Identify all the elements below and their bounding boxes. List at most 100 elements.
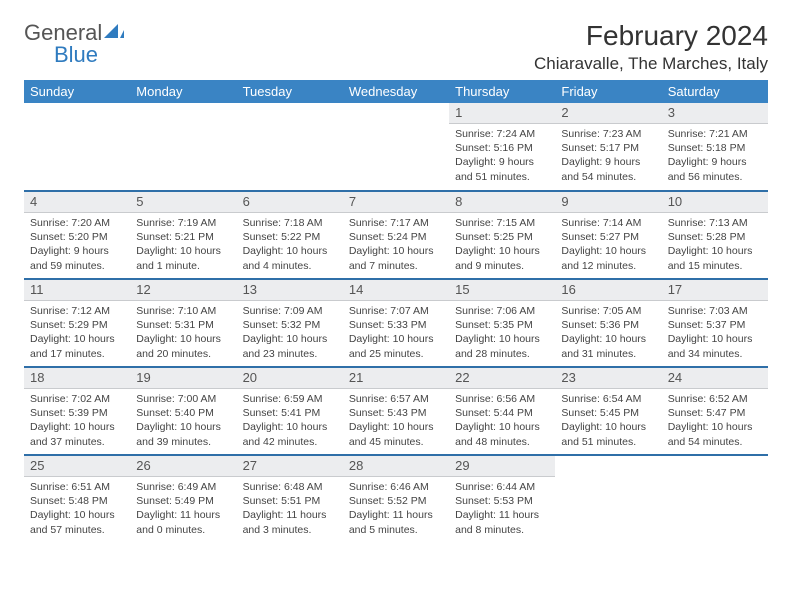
day-details: Sunrise: 7:03 AMSunset: 5:37 PMDaylight:… (662, 301, 768, 365)
calendar-day-cell: 27Sunrise: 6:48 AMSunset: 5:51 PMDayligh… (237, 455, 343, 543)
calendar-day-cell: 29Sunrise: 6:44 AMSunset: 5:53 PMDayligh… (449, 455, 555, 543)
calendar-day-cell: 20Sunrise: 6:59 AMSunset: 5:41 PMDayligh… (237, 367, 343, 455)
day-details: Sunrise: 7:13 AMSunset: 5:28 PMDaylight:… (662, 213, 768, 277)
day-number: 18 (24, 368, 130, 389)
calendar-empty-cell (237, 103, 343, 191)
day-details: Sunrise: 6:57 AMSunset: 5:43 PMDaylight:… (343, 389, 449, 453)
calendar-day-cell: 3Sunrise: 7:21 AMSunset: 5:18 PMDaylight… (662, 103, 768, 191)
calendar-week-row: 1Sunrise: 7:24 AMSunset: 5:16 PMDaylight… (24, 103, 768, 191)
calendar-week-row: 25Sunrise: 6:51 AMSunset: 5:48 PMDayligh… (24, 455, 768, 543)
day-details: Sunrise: 7:17 AMSunset: 5:24 PMDaylight:… (343, 213, 449, 277)
calendar-day-cell: 7Sunrise: 7:17 AMSunset: 5:24 PMDaylight… (343, 191, 449, 279)
day-details: Sunrise: 7:12 AMSunset: 5:29 PMDaylight:… (24, 301, 130, 365)
calendar-day-cell: 18Sunrise: 7:02 AMSunset: 5:39 PMDayligh… (24, 367, 130, 455)
day-number: 1 (449, 103, 555, 124)
day-number: 20 (237, 368, 343, 389)
day-number: 16 (555, 280, 661, 301)
day-number: 13 (237, 280, 343, 301)
day-number: 14 (343, 280, 449, 301)
calendar-week-row: 18Sunrise: 7:02 AMSunset: 5:39 PMDayligh… (24, 367, 768, 455)
day-details: Sunrise: 7:21 AMSunset: 5:18 PMDaylight:… (662, 124, 768, 188)
brand-blue: Blue (54, 42, 98, 67)
weekday-header: Monday (130, 80, 236, 103)
calendar-day-cell: 5Sunrise: 7:19 AMSunset: 5:21 PMDaylight… (130, 191, 236, 279)
weekday-header: Friday (555, 80, 661, 103)
calendar-day-cell: 6Sunrise: 7:18 AMSunset: 5:22 PMDaylight… (237, 191, 343, 279)
calendar-empty-cell (24, 103, 130, 191)
day-details: Sunrise: 7:20 AMSunset: 5:20 PMDaylight:… (24, 213, 130, 277)
day-details: Sunrise: 6:51 AMSunset: 5:48 PMDaylight:… (24, 477, 130, 541)
day-details: Sunrise: 7:15 AMSunset: 5:25 PMDaylight:… (449, 213, 555, 277)
day-details: Sunrise: 7:19 AMSunset: 5:21 PMDaylight:… (130, 213, 236, 277)
day-details: Sunrise: 7:10 AMSunset: 5:31 PMDaylight:… (130, 301, 236, 365)
day-details: Sunrise: 7:18 AMSunset: 5:22 PMDaylight:… (237, 213, 343, 277)
day-number: 9 (555, 192, 661, 213)
day-number: 26 (130, 456, 236, 477)
calendar-day-cell: 23Sunrise: 6:54 AMSunset: 5:45 PMDayligh… (555, 367, 661, 455)
day-number: 12 (130, 280, 236, 301)
calendar-body: 1Sunrise: 7:24 AMSunset: 5:16 PMDaylight… (24, 103, 768, 543)
weekday-header: Wednesday (343, 80, 449, 103)
calendar-day-cell: 2Sunrise: 7:23 AMSunset: 5:17 PMDaylight… (555, 103, 661, 191)
day-number: 10 (662, 192, 768, 213)
calendar-day-cell: 24Sunrise: 6:52 AMSunset: 5:47 PMDayligh… (662, 367, 768, 455)
day-number: 24 (662, 368, 768, 389)
calendar-table: SundayMondayTuesdayWednesdayThursdayFrid… (24, 80, 768, 543)
day-number: 22 (449, 368, 555, 389)
day-number: 11 (24, 280, 130, 301)
day-details: Sunrise: 6:56 AMSunset: 5:44 PMDaylight:… (449, 389, 555, 453)
day-details: Sunrise: 6:52 AMSunset: 5:47 PMDaylight:… (662, 389, 768, 453)
day-number: 4 (24, 192, 130, 213)
day-details: Sunrise: 6:49 AMSunset: 5:49 PMDaylight:… (130, 477, 236, 541)
calendar-day-cell: 15Sunrise: 7:06 AMSunset: 5:35 PMDayligh… (449, 279, 555, 367)
weekday-header: Saturday (662, 80, 768, 103)
day-number: 7 (343, 192, 449, 213)
calendar-week-row: 4Sunrise: 7:20 AMSunset: 5:20 PMDaylight… (24, 191, 768, 279)
day-number: 17 (662, 280, 768, 301)
day-number: 19 (130, 368, 236, 389)
calendar-day-cell: 8Sunrise: 7:15 AMSunset: 5:25 PMDaylight… (449, 191, 555, 279)
calendar-day-cell: 14Sunrise: 7:07 AMSunset: 5:33 PMDayligh… (343, 279, 449, 367)
calendar-week-row: 11Sunrise: 7:12 AMSunset: 5:29 PMDayligh… (24, 279, 768, 367)
calendar-day-cell: 12Sunrise: 7:10 AMSunset: 5:31 PMDayligh… (130, 279, 236, 367)
calendar-day-cell: 9Sunrise: 7:14 AMSunset: 5:27 PMDaylight… (555, 191, 661, 279)
calendar-header-row: SundayMondayTuesdayWednesdayThursdayFrid… (24, 80, 768, 103)
day-number: 5 (130, 192, 236, 213)
calendar-day-cell: 1Sunrise: 7:24 AMSunset: 5:16 PMDaylight… (449, 103, 555, 191)
day-details: Sunrise: 7:09 AMSunset: 5:32 PMDaylight:… (237, 301, 343, 365)
day-details: Sunrise: 6:44 AMSunset: 5:53 PMDaylight:… (449, 477, 555, 541)
day-number: 23 (555, 368, 661, 389)
day-details: Sunrise: 7:24 AMSunset: 5:16 PMDaylight:… (449, 124, 555, 188)
header: General Blue February 2024 Chiaravalle, … (24, 20, 768, 74)
calendar-day-cell: 17Sunrise: 7:03 AMSunset: 5:37 PMDayligh… (662, 279, 768, 367)
month-title: February 2024 (534, 20, 768, 52)
day-details: Sunrise: 6:59 AMSunset: 5:41 PMDaylight:… (237, 389, 343, 453)
calendar-day-cell: 16Sunrise: 7:05 AMSunset: 5:36 PMDayligh… (555, 279, 661, 367)
calendar-day-cell: 21Sunrise: 6:57 AMSunset: 5:43 PMDayligh… (343, 367, 449, 455)
day-number: 3 (662, 103, 768, 124)
day-details: Sunrise: 7:14 AMSunset: 5:27 PMDaylight:… (555, 213, 661, 277)
calendar-day-cell: 26Sunrise: 6:49 AMSunset: 5:49 PMDayligh… (130, 455, 236, 543)
weekday-header: Sunday (24, 80, 130, 103)
day-number: 8 (449, 192, 555, 213)
weekday-header: Tuesday (237, 80, 343, 103)
day-details: Sunrise: 7:07 AMSunset: 5:33 PMDaylight:… (343, 301, 449, 365)
brand-logo: General Blue (24, 20, 124, 72)
day-details: Sunrise: 7:06 AMSunset: 5:35 PMDaylight:… (449, 301, 555, 365)
calendar-day-cell: 4Sunrise: 7:20 AMSunset: 5:20 PMDaylight… (24, 191, 130, 279)
day-number: 28 (343, 456, 449, 477)
day-number: 21 (343, 368, 449, 389)
titles: February 2024 Chiaravalle, The Marches, … (534, 20, 768, 74)
sail-icon (104, 24, 124, 45)
calendar-day-cell: 13Sunrise: 7:09 AMSunset: 5:32 PMDayligh… (237, 279, 343, 367)
day-details: Sunrise: 6:48 AMSunset: 5:51 PMDaylight:… (237, 477, 343, 541)
day-number: 2 (555, 103, 661, 124)
calendar-empty-cell (662, 455, 768, 543)
calendar-empty-cell (555, 455, 661, 543)
day-details: Sunrise: 6:46 AMSunset: 5:52 PMDaylight:… (343, 477, 449, 541)
day-number: 29 (449, 456, 555, 477)
calendar-day-cell: 25Sunrise: 6:51 AMSunset: 5:48 PMDayligh… (24, 455, 130, 543)
day-details: Sunrise: 6:54 AMSunset: 5:45 PMDaylight:… (555, 389, 661, 453)
location: Chiaravalle, The Marches, Italy (534, 54, 768, 74)
day-details: Sunrise: 7:23 AMSunset: 5:17 PMDaylight:… (555, 124, 661, 188)
